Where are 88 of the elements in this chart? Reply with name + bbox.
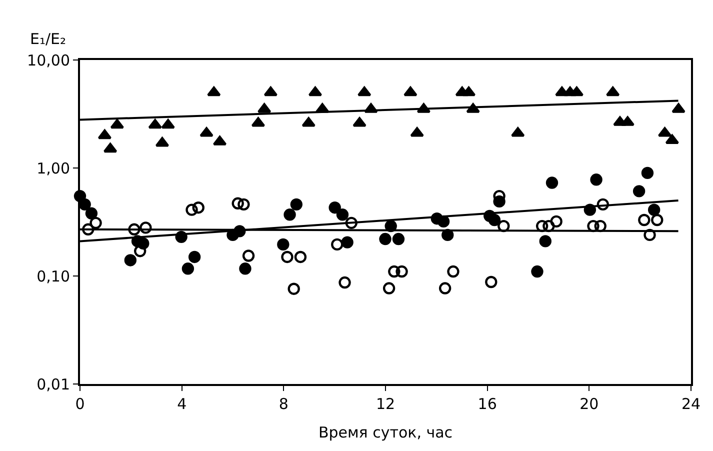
point bbox=[488, 214, 501, 226]
point bbox=[596, 198, 610, 211]
point bbox=[498, 220, 510, 232]
y-tick-label: 10,00 bbox=[27, 51, 70, 70]
point bbox=[651, 214, 664, 226]
point bbox=[161, 118, 175, 129]
y-tick-label: 1,00 bbox=[36, 159, 70, 178]
x-tick-label: 16 bbox=[478, 395, 497, 413]
point bbox=[239, 262, 252, 275]
point bbox=[641, 166, 654, 180]
x-tick-label: 24 bbox=[681, 395, 701, 413]
point bbox=[345, 216, 358, 230]
point bbox=[550, 215, 562, 228]
point bbox=[396, 265, 408, 278]
point bbox=[331, 238, 344, 251]
point bbox=[539, 235, 552, 248]
point bbox=[352, 117, 366, 127]
point bbox=[182, 262, 194, 275]
point bbox=[447, 265, 460, 278]
point bbox=[672, 103, 686, 113]
point bbox=[531, 265, 544, 278]
point bbox=[358, 86, 372, 96]
x-tick-label: 12 bbox=[376, 395, 396, 413]
point bbox=[606, 86, 620, 96]
point bbox=[388, 265, 400, 278]
point bbox=[103, 142, 118, 153]
point bbox=[290, 198, 302, 211]
point bbox=[238, 198, 250, 211]
point bbox=[570, 86, 584, 96]
point bbox=[90, 216, 102, 230]
point bbox=[82, 223, 94, 236]
x-tick-label: 0 bbox=[75, 395, 85, 413]
point bbox=[277, 238, 290, 251]
point bbox=[587, 220, 600, 232]
point bbox=[294, 250, 307, 264]
point bbox=[302, 117, 316, 127]
y-tick-label: 0,01 bbox=[36, 375, 70, 394]
point bbox=[638, 214, 650, 226]
point bbox=[128, 223, 140, 236]
point bbox=[485, 276, 498, 288]
point bbox=[382, 282, 396, 294]
point bbox=[264, 86, 278, 96]
x-tick-label: 8 bbox=[278, 395, 288, 413]
x-tick-label: 20 bbox=[580, 395, 599, 413]
point bbox=[242, 250, 255, 262]
point bbox=[328, 201, 341, 214]
point bbox=[648, 204, 660, 216]
point bbox=[594, 220, 606, 232]
point bbox=[78, 198, 91, 211]
point bbox=[207, 86, 221, 96]
y-axis-title: E₁/E₂ bbox=[30, 30, 66, 48]
point bbox=[338, 276, 351, 289]
point bbox=[284, 208, 296, 221]
point bbox=[288, 282, 300, 295]
point bbox=[200, 127, 214, 137]
point bbox=[546, 176, 558, 189]
point bbox=[192, 201, 204, 214]
point bbox=[379, 232, 392, 246]
point bbox=[462, 86, 476, 96]
point bbox=[644, 228, 656, 242]
point bbox=[590, 174, 602, 186]
point bbox=[336, 208, 349, 221]
point bbox=[341, 236, 354, 248]
point bbox=[110, 118, 124, 129]
point bbox=[536, 220, 548, 232]
point bbox=[85, 207, 98, 220]
y-tick-label: 0,10 bbox=[36, 267, 70, 286]
x-axis-title: Время суток, час bbox=[318, 424, 453, 442]
point bbox=[98, 129, 112, 140]
point bbox=[542, 220, 555, 232]
point bbox=[308, 86, 322, 96]
point bbox=[632, 185, 646, 198]
point bbox=[404, 86, 418, 96]
point bbox=[186, 204, 198, 216]
point bbox=[438, 282, 452, 294]
point bbox=[281, 250, 294, 264]
point bbox=[148, 118, 162, 129]
x-tick-label: 4 bbox=[177, 395, 187, 413]
point bbox=[437, 215, 450, 228]
point bbox=[511, 127, 525, 137]
point bbox=[124, 254, 137, 266]
point bbox=[392, 232, 405, 246]
point bbox=[232, 197, 244, 210]
point bbox=[410, 127, 424, 137]
point bbox=[665, 134, 680, 144]
point bbox=[620, 116, 634, 126]
point bbox=[140, 222, 152, 234]
point bbox=[188, 250, 201, 264]
